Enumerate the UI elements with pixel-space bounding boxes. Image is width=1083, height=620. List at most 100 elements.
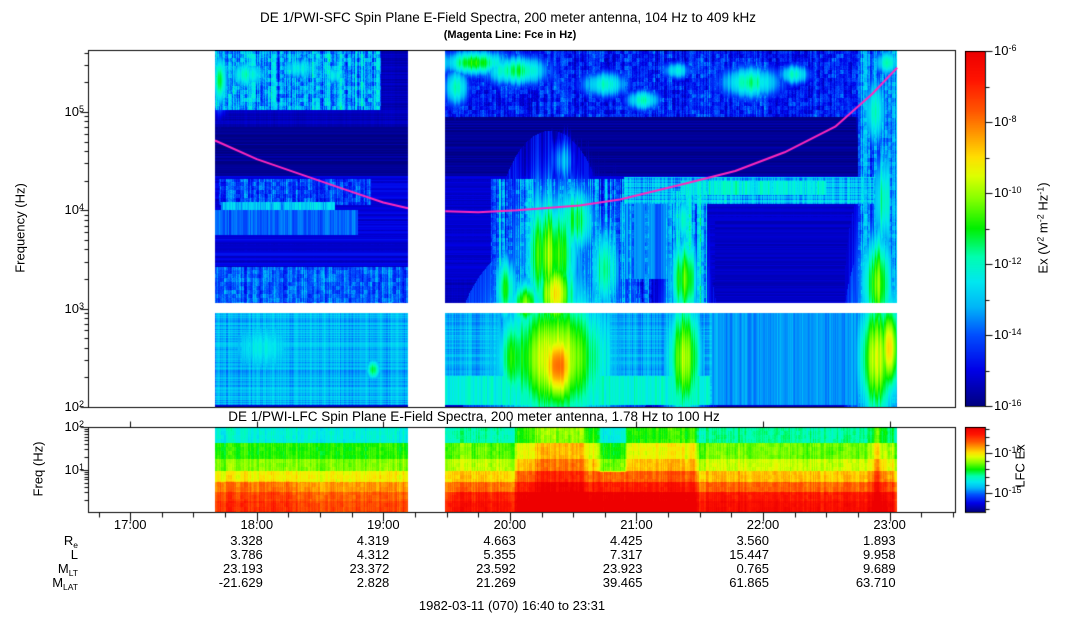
power-exponent: 2	[78, 419, 84, 429]
orbit-value: 4.319	[356, 533, 390, 548]
orbit-value: 4.312	[356, 547, 390, 562]
power-base: 10	[994, 444, 1009, 460]
power-exponent: 2	[78, 399, 84, 409]
orbit-value: 3.560	[736, 533, 769, 548]
power-base: 10	[64, 461, 79, 477]
power-exponent: 4	[78, 202, 84, 213]
power-base: 10	[994, 43, 1009, 58]
power-base: 10	[64, 300, 79, 316]
lfc-colorbar-tick-label: 10-15	[994, 485, 1021, 502]
power-base: 10	[64, 399, 79, 414]
lfc-y-tick-label: 101	[50, 462, 84, 479]
orbit-label-main: L	[70, 547, 78, 562]
power-exponent: -14	[1008, 327, 1022, 337]
power-exponent: -10	[1008, 185, 1022, 195]
power-exponent: -15	[1008, 484, 1022, 495]
power-exponent: 1	[78, 461, 84, 472]
orbit-value: 15.447	[729, 547, 769, 562]
colorbar-title-segment: Ex (V	[1035, 241, 1051, 274]
x-tick-label: 22:00	[746, 517, 780, 532]
orbit-value: 4.425	[609, 533, 643, 548]
sfc-colorbar-title: Ex (V2 m-2 Hz-1)	[1036, 182, 1051, 273]
orbit-value: 3.786	[230, 547, 263, 562]
sfc-colorbar-tick-label: 10-6	[994, 43, 1016, 60]
colorbar-title-segment: Hz	[1035, 194, 1051, 215]
power-base: 10	[994, 327, 1009, 342]
orbit-row-label: L	[8, 548, 78, 563]
sfc-y-tick-label: 103	[50, 301, 84, 318]
orbit-value: 23.592	[476, 561, 516, 576]
orbit-value: 61.865	[729, 575, 769, 590]
x-tick-label: 19:00	[367, 517, 400, 532]
sfc-y-tick-label: 102	[50, 399, 84, 416]
orbit-value: 9.958	[863, 547, 896, 562]
power-base: 10	[64, 202, 79, 218]
footer-date-range: 1982-03-11 (070) 16:40 to 23:31	[418, 598, 606, 613]
lfc-y-axis-label: Freq (Hz)	[30, 441, 46, 497]
sfc-y-tick-label: 104	[50, 202, 84, 219]
sfc-colorbar-tick-label: 10-10	[994, 185, 1021, 202]
sfc-colorbar-tick-label: 10-14	[994, 327, 1021, 344]
sfc-y-tick-label: 105	[50, 104, 84, 121]
power-base: 10	[994, 398, 1009, 413]
orbit-row-label: MLAT	[8, 575, 78, 593]
power-base: 10	[64, 104, 79, 119]
orbit-value: 3.328	[230, 533, 263, 548]
orbit-row-label: Re	[8, 533, 78, 551]
orbit-row-label: MLT	[8, 561, 78, 579]
orbit-value: -21.629	[218, 575, 263, 590]
power-base: 10	[994, 114, 1009, 129]
power-exponent: -8	[1008, 114, 1017, 124]
sfc-colorbar-tick-label: 10-16	[994, 398, 1021, 415]
x-tick-label: 21:00	[620, 517, 653, 532]
lfc-panel-title: DE 1/PWI-LFC Spin Plane E-Field Spectra,…	[228, 409, 720, 424]
power-exponent: -16	[1008, 398, 1022, 408]
lfc-y-tick-label: 102	[50, 419, 84, 436]
power-exponent: -10	[1008, 444, 1022, 455]
orbit-label-subscript: e	[73, 540, 78, 550]
power-base: 10	[994, 256, 1009, 271]
power-base: 10	[994, 484, 1009, 500]
sfc-colorbar-tick-label: 10-12	[994, 256, 1021, 273]
orbit-label-main: M	[57, 561, 69, 576]
orbit-value: 4.663	[483, 533, 516, 548]
x-tick-label: 23:00	[873, 517, 906, 532]
sfc-colorbar-tick-label: 10-8	[994, 114, 1016, 131]
x-tick-label: 17:00	[113, 517, 147, 532]
power-exponent: -12	[1008, 256, 1022, 266]
colorbar-title-segment: 2	[1035, 236, 1046, 242]
power-base: 10	[64, 419, 79, 434]
lfc-colorbar-title: LFC Ex	[1012, 444, 1028, 488]
orbit-value: 0.765	[736, 561, 769, 576]
power-exponent: -6	[1008, 43, 1017, 53]
x-tick-label: 20:00	[493, 517, 527, 532]
colorbar-title-segment: -1	[1035, 186, 1046, 195]
power-exponent: 3	[78, 300, 84, 311]
orbit-value: 9.689	[863, 561, 896, 576]
orbit-label-subscript: LAT	[63, 582, 78, 592]
orbit-value: 5.355	[483, 547, 516, 562]
orbit-value: 63.710	[855, 575, 896, 590]
orbit-value: 39.465	[602, 575, 643, 590]
sfc-y-axis-label: Frequency (Hz)	[12, 183, 28, 273]
colorbar-title-segment: m	[1035, 222, 1051, 237]
x-tick-label: 18:00	[240, 517, 274, 532]
orbit-value: 23.372	[349, 561, 390, 576]
orbit-label-subscript: LT	[68, 568, 78, 578]
power-exponent: 5	[78, 104, 84, 114]
power-base: 10	[994, 185, 1009, 200]
orbit-value: 21.269	[476, 575, 516, 590]
colorbar-title-segment: -2	[1035, 214, 1046, 223]
lfc-colorbar-tick-label: 10-10	[994, 445, 1021, 462]
orbit-value: 23.193	[223, 561, 263, 576]
orbit-label-main: M	[52, 575, 64, 590]
sfc-panel-subtitle: (Magenta Line: Fce in Hz)	[443, 29, 577, 41]
orbit-value: 1.893	[863, 533, 896, 548]
sfc-panel-title: DE 1/PWI-SFC Spin Plane E-Field Spectra,…	[260, 10, 756, 25]
orbit-value: 2.828	[356, 575, 390, 590]
orbit-value: 7.317	[609, 547, 643, 562]
orbit-label-main: R	[63, 533, 74, 548]
orbit-value: 23.923	[602, 561, 643, 576]
